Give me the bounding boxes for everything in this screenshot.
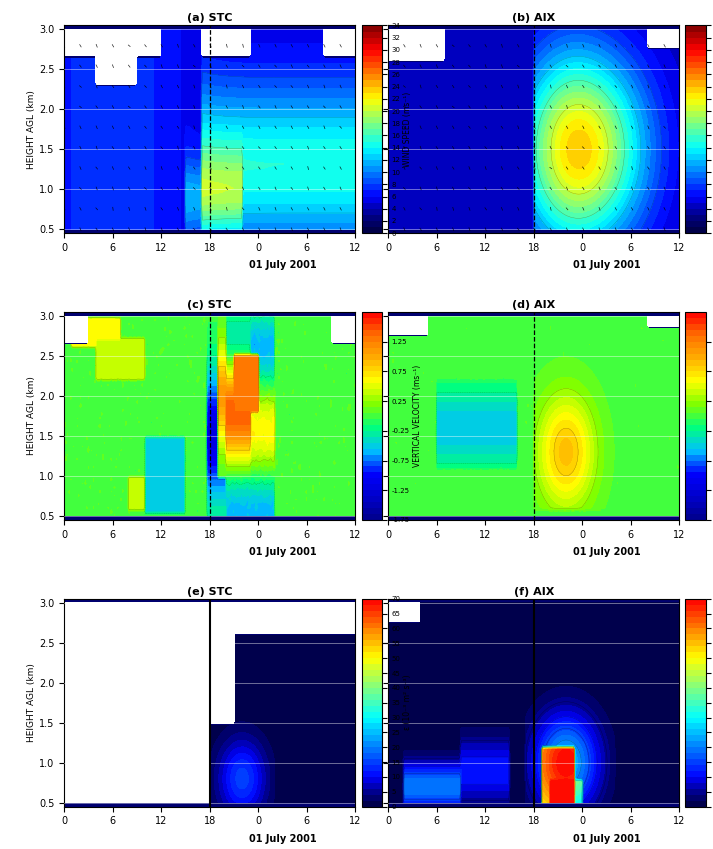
Y-axis label: VERTICAL VELOCITY (ms⁻¹): VERTICAL VELOCITY (ms⁻¹) bbox=[413, 365, 421, 467]
Y-axis label: HEIGHT AGL (km): HEIGHT AGL (km) bbox=[27, 90, 36, 169]
Title: (b) AIX: (b) AIX bbox=[512, 14, 555, 23]
Y-axis label: WIND SPEED (ms⁻¹): WIND SPEED (ms⁻¹) bbox=[404, 92, 412, 167]
Title: (d) AIX: (d) AIX bbox=[512, 300, 555, 310]
Text: 01 July 2001: 01 July 2001 bbox=[573, 547, 640, 557]
Y-axis label: HEIGHT AGL (km): HEIGHT AGL (km) bbox=[27, 663, 36, 742]
Title: (e) STC: (e) STC bbox=[187, 587, 232, 597]
Text: 01 July 2001: 01 July 2001 bbox=[249, 834, 317, 844]
Text: 01 July 2001: 01 July 2001 bbox=[573, 260, 640, 270]
Y-axis label: ε (10⁻³ m² s⁻³): ε (10⁻³ m² s⁻³) bbox=[404, 675, 412, 730]
Y-axis label: HEIGHT AGL (km): HEIGHT AGL (km) bbox=[27, 377, 36, 455]
Text: 01 July 2001: 01 July 2001 bbox=[573, 834, 640, 844]
Title: (a) STC: (a) STC bbox=[187, 14, 232, 23]
Text: 01 July 2001: 01 July 2001 bbox=[249, 547, 317, 557]
Text: 01 July 2001: 01 July 2001 bbox=[249, 260, 317, 270]
Title: (c) STC: (c) STC bbox=[188, 300, 232, 310]
Title: (f) AIX: (f) AIX bbox=[513, 587, 554, 597]
